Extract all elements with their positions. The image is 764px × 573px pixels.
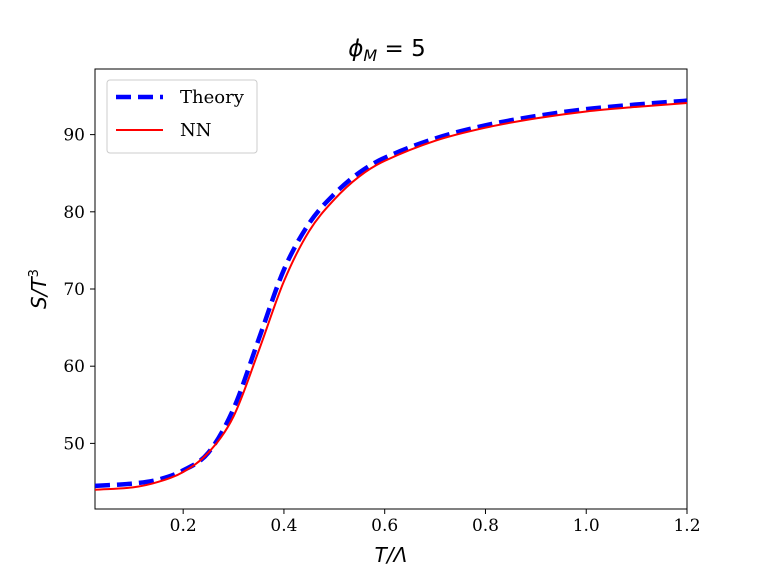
x-tick-label: 1.0: [573, 516, 600, 536]
chart-title-rest: = 5: [377, 36, 426, 62]
x-axis-label: T/Λ: [375, 543, 408, 567]
x-tick-label: 0.2: [170, 516, 197, 536]
chart-title-main: ϕ: [348, 36, 363, 62]
x-tick-label: 0.8: [472, 516, 499, 536]
legend: Theory NN: [106, 79, 258, 154]
axis-ticks: 0.2 0.4 0.6 0.8 1.0 1.2 50 60 70 80 90: [63, 126, 700, 536]
legend-label-nn: NN: [180, 120, 212, 141]
y-axis-label-main: S/T: [27, 276, 51, 309]
y-tick-label: 90: [63, 126, 85, 146]
y-tick-label: 80: [63, 203, 85, 223]
y-tick-label: 60: [63, 357, 85, 377]
x-tick-label: 0.4: [270, 516, 297, 536]
chart-title: ϕM = 5: [348, 36, 426, 65]
x-tick-label: 0.6: [371, 516, 398, 536]
series-lines: [94, 98, 688, 491]
y-tick-label: 50: [63, 434, 85, 454]
series-line-theory: [94, 98, 688, 489]
y-axis-label: S/T3: [27, 269, 51, 309]
legend-label-theory: Theory: [180, 87, 245, 108]
chart-title-sub: M: [363, 46, 377, 65]
series-line-nn: [94, 101, 688, 491]
y-tick-label: 70: [63, 280, 85, 300]
x-tick-label: 1.2: [673, 516, 700, 536]
y-axis-label-sup: 3: [27, 269, 42, 277]
